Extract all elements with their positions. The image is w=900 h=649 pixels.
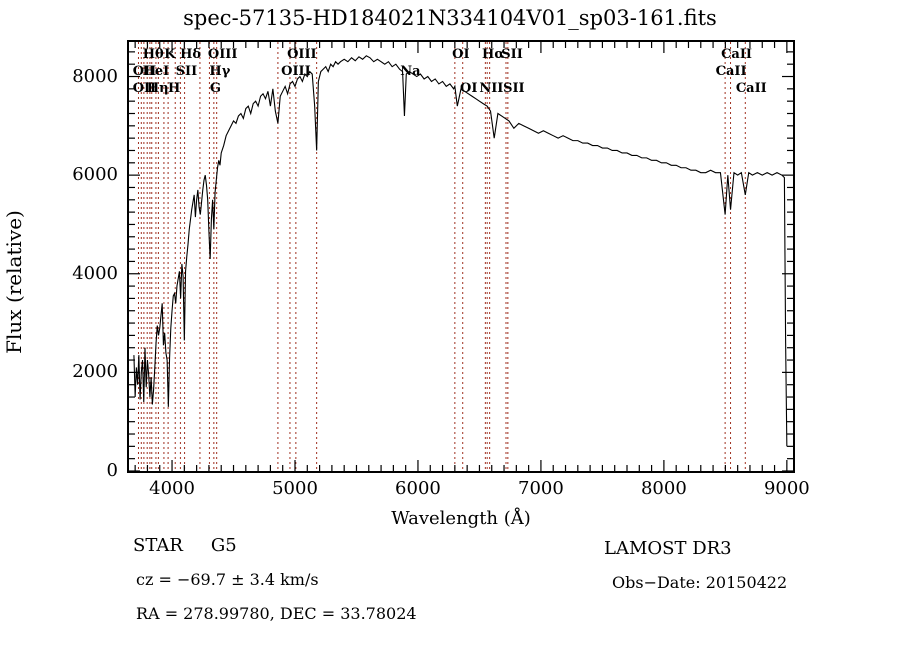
object-class-line: STAR G5 (133, 535, 237, 556)
spectrum-canvas (129, 42, 793, 471)
spectral-line-label: OI (460, 81, 478, 96)
spectral-line-label: Hδ (180, 47, 202, 62)
axis-ticks-group (129, 42, 793, 471)
y-tick-label: 2000 (72, 361, 118, 383)
y-axis-label: Flux (relative) (2, 210, 26, 354)
x-tick-label: 8000 (640, 478, 687, 499)
spectral-line-label: OIII (281, 64, 311, 79)
x-axis-label: Wavelength (Å) (391, 508, 531, 529)
x-tick-label: 9000 (763, 478, 810, 499)
object-class: STAR (133, 535, 183, 556)
spectral-line-label: CaII (721, 47, 752, 62)
y-tick-label: 4000 (72, 262, 118, 284)
spectral-line-label: OIII (207, 47, 238, 62)
spectral-line-label: SII (175, 64, 198, 79)
page-title: spec-57135-HD184021N334104V01_sp03-161.f… (183, 6, 717, 30)
spectral-line-label: OI (452, 47, 470, 62)
spectral-line-label: HeI (142, 64, 170, 79)
spectral-line-label: Na (400, 64, 421, 79)
spectral-line-label: OIII (287, 47, 317, 62)
spectral-line-label: OII (132, 64, 157, 79)
spectral-line-label: NII (479, 81, 504, 96)
survey-name: LAMOST DR3 (604, 538, 732, 559)
coordinates: RA = 278.99780, DEC = 33.78024 (136, 604, 417, 623)
spectral-line-label: H (167, 81, 181, 96)
line-marker-group (137, 42, 746, 471)
flux-curve (133, 55, 788, 447)
spectral-line-label: SII (501, 47, 523, 62)
spectral-line-label: SII (503, 81, 525, 96)
x-tick-label: 4000 (149, 478, 195, 499)
x-tick-label: 6000 (395, 478, 441, 499)
redshift-velocity: cz = −69.7 ± 3.4 km/s (136, 570, 319, 589)
spectral-line-label: CaII (715, 64, 747, 79)
x-tick-label: 5000 (272, 478, 318, 499)
plot-frame (127, 40, 795, 473)
y-tick-label: 0 (106, 460, 118, 481)
y-tick-label: 6000 (72, 164, 118, 186)
spectral-line-label: Hα (482, 47, 505, 62)
spectral-line-label: Hθ (142, 47, 164, 62)
spectral-line-label: G (209, 81, 221, 96)
spectral-line-label: Hγ (209, 64, 231, 79)
object-subclass: G5 (210, 535, 237, 556)
observation-date: Obs−Date: 20150422 (612, 573, 788, 592)
spectral-line-label: K (164, 47, 176, 62)
spectral-line-label: Hη (146, 81, 169, 96)
spectral-line-label: OII (132, 81, 157, 96)
y-tick-label: 8000 (72, 65, 118, 87)
spectral-line-label: CaII (735, 81, 767, 96)
x-tick-label: 7000 (518, 478, 564, 499)
